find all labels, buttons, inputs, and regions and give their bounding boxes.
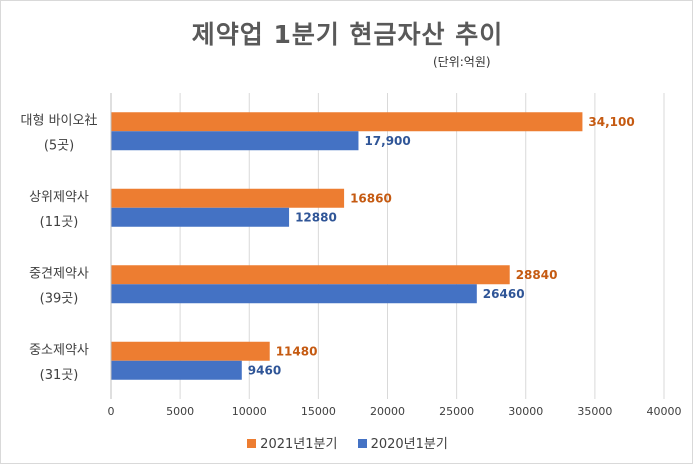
- data-label: 16860: [350, 191, 392, 205]
- category-label: 중소제약사: [29, 343, 89, 358]
- x-tick-label: 20000: [370, 405, 405, 418]
- category-count-label: (31곳): [40, 368, 79, 383]
- bar-2020: [111, 131, 359, 151]
- x-tick-label: 0: [108, 405, 115, 418]
- data-label: 34,100: [588, 115, 634, 129]
- bar-2021: [111, 265, 510, 285]
- bar-2021: [111, 112, 583, 132]
- x-tick-label: 15000: [301, 405, 336, 418]
- legend-item-2020: 2020년1분기: [357, 433, 448, 452]
- unit-note: (단위:억원): [433, 55, 491, 69]
- bar-chart: 0 5000 10000 15000 20000 25000 30000 35000 40000…: [21, 93, 682, 418]
- bar-2021: [111, 188, 345, 208]
- category-label: 중견제약사: [29, 266, 89, 281]
- data-label: 28840: [516, 268, 558, 282]
- data-label: 17,900: [364, 134, 410, 148]
- bar-2021: [111, 341, 270, 361]
- data-label: 11480: [276, 344, 318, 358]
- category-label: 대형 바이오社: [21, 112, 98, 128]
- bar-2020: [111, 207, 290, 227]
- x-tick-label: 30000: [508, 405, 543, 418]
- x-tick-label: 10000: [232, 405, 267, 418]
- legend-swatch-2020: [357, 439, 367, 448]
- legend-item-2021: 2021년1분기: [247, 433, 337, 452]
- bar-2020: [111, 284, 477, 304]
- chart-title: 제약업 1분기 현금자산 추이: [191, 20, 504, 49]
- x-tick-label: 35000: [577, 405, 612, 418]
- bar-2020: [111, 360, 242, 380]
- category-count-label: (39곳): [40, 291, 79, 306]
- x-tick-label: 25000: [439, 405, 474, 418]
- data-label: 26460: [483, 287, 525, 301]
- category-count-label: (5곳): [44, 138, 74, 153]
- data-label: 9460: [248, 363, 281, 377]
- legend-label-2020: 2020년1분기: [370, 437, 448, 452]
- legend-swatch-2021: [247, 439, 257, 448]
- legend-label-2021: 2021년1분기: [260, 437, 338, 452]
- category-label: 상위제약사: [29, 190, 89, 205]
- legend: 2021년1분기 2020년1분기: [1, 433, 692, 452]
- category-count-label: (11곳): [40, 215, 79, 230]
- x-tick-label: 40000: [647, 405, 682, 418]
- x-tick-label: 5000: [166, 405, 194, 418]
- data-label: 12880: [295, 210, 337, 224]
